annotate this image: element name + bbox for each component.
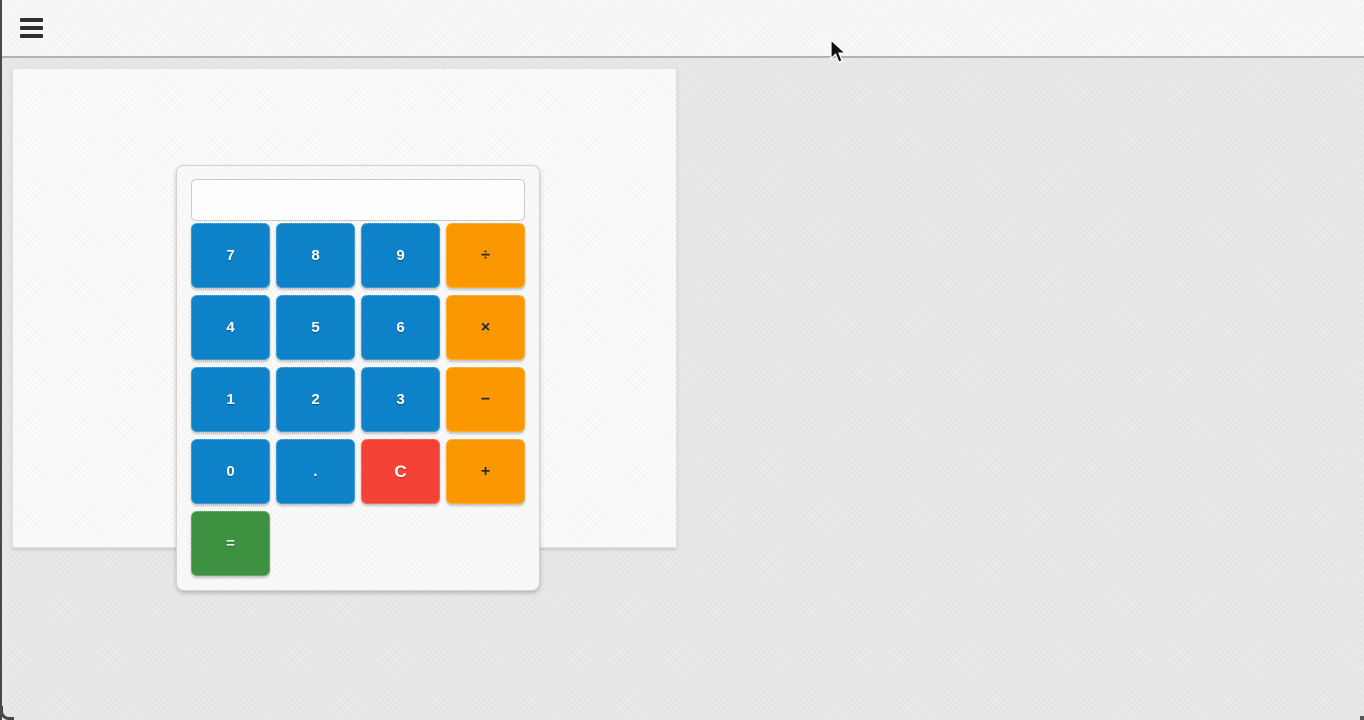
calc-button-4[interactable]: 4 (191, 295, 270, 360)
calc-button-5[interactable]: 5 (276, 295, 355, 360)
hamburger-icon (20, 26, 43, 30)
calculator-card: 7 8 9 ÷ 4 5 6 × 1 2 3 − 0 . C + = (176, 165, 540, 591)
calc-button-0[interactable]: 0 (191, 439, 270, 504)
calc-button-decimal[interactable]: . (276, 439, 355, 504)
calc-button-2[interactable]: 2 (276, 367, 355, 432)
top-app-bar (0, 0, 1364, 58)
calc-button-clear[interactable]: C (361, 439, 440, 504)
calc-button-divide[interactable]: ÷ (446, 223, 525, 288)
calc-button-8[interactable]: 8 (276, 223, 355, 288)
content-panel: 7 8 9 ÷ 4 5 6 × 1 2 3 − 0 . C + = (12, 68, 677, 591)
calc-button-equals[interactable]: = (191, 511, 270, 576)
calc-button-3[interactable]: 3 (361, 367, 440, 432)
calc-button-1[interactable]: 1 (191, 367, 270, 432)
calc-button-add[interactable]: + (446, 439, 525, 504)
window-bottom-left-corner (0, 706, 14, 720)
calc-button-subtract[interactable]: − (446, 367, 525, 432)
hamburger-icon (20, 34, 43, 38)
menu-button[interactable] (20, 17, 46, 39)
window-resize-corner (1360, 716, 1364, 720)
calculator-keypad: 7 8 9 ÷ 4 5 6 × 1 2 3 − 0 . C + = (191, 223, 525, 576)
calc-button-9[interactable]: 9 (361, 223, 440, 288)
calculator-display[interactable] (191, 179, 525, 221)
window-left-edge (0, 0, 2, 720)
calc-button-multiply[interactable]: × (446, 295, 525, 360)
calc-button-6[interactable]: 6 (361, 295, 440, 360)
calc-button-7[interactable]: 7 (191, 223, 270, 288)
hamburger-icon (20, 18, 43, 22)
